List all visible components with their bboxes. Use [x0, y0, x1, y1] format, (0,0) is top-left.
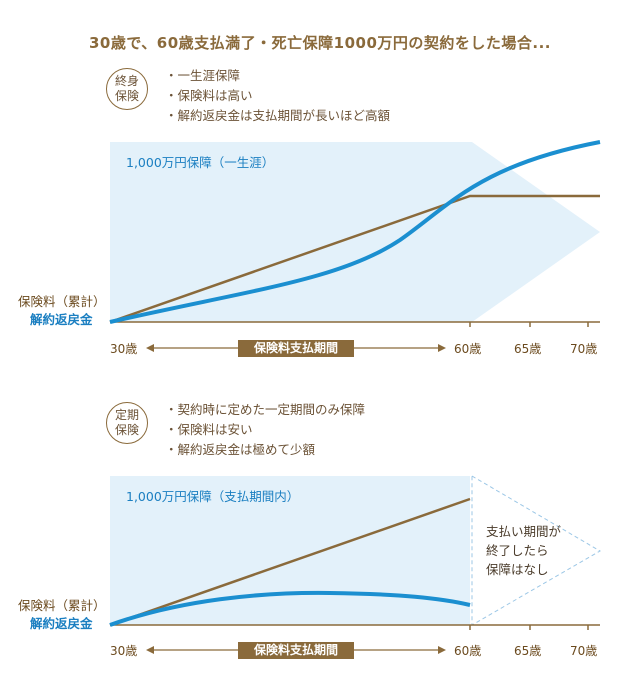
tick-label: 60歳: [454, 342, 482, 356]
coverage-label: 1,000万円保障（支払期間内）: [126, 489, 300, 504]
arrow-head-left: [146, 344, 154, 352]
page-title: 30歳で、60歳支払満了・死亡保障1000万円の契約をした場合...: [89, 34, 551, 52]
coverage-label: 1,000万円保障（一生涯）: [126, 155, 275, 170]
term-badge: 定期 保険: [106, 402, 148, 444]
premium-line: [109, 194, 600, 324]
tick-label: 70歳: [570, 342, 598, 356]
bullet-item: 解約返戻金は支払期間が長いほど高額: [165, 106, 391, 126]
period-band: 保険料支払期間: [238, 340, 354, 357]
premium-label: 保険料（累計）: [18, 598, 106, 613]
coverage-area: [110, 476, 470, 625]
surrender-label: 解約返戻金: [30, 616, 93, 631]
bullet-item: 保険料は安い: [165, 420, 365, 440]
bullet-item: 保険料は高い: [165, 86, 390, 106]
badge-line: 保険: [114, 89, 139, 103]
whole-life-bullets: 一生涯保障 保険料は高い 解約返戻金は支払期間が長いほど高額: [165, 66, 391, 126]
surrender-label: 解約返戻金: [30, 312, 93, 327]
bullet-item: 契約時に定めた一定期間のみ保障: [165, 400, 366, 420]
surrender-curve: [109, 590, 471, 627]
badge-line: 終身: [114, 74, 139, 88]
badge-line: 保険: [114, 423, 139, 437]
after-note-line: 終了したら: [486, 543, 549, 558]
after-note-line: 支払い期間が: [486, 524, 562, 539]
premium-line: [109, 497, 471, 627]
arrow-head-right: [438, 646, 446, 654]
coverage-area: [110, 142, 600, 322]
tick-label: 65歳: [514, 644, 542, 658]
tick-label: 30歳: [110, 644, 138, 658]
term-bullets: 契約時に定めた一定期間のみ保障 保険料は安い 解約返戻金は極めて少額: [165, 400, 366, 460]
premium-label: 保険料（累計）: [18, 294, 106, 309]
badge-line: 定期: [114, 408, 139, 422]
tick-label: 60歳: [454, 644, 482, 658]
surrender-curve: [109, 140, 601, 324]
bullet-item: 解約返戻金は極めて少額: [165, 440, 365, 460]
tick-label: 70歳: [570, 644, 598, 658]
whole-life-badge: 終身 保険: [106, 68, 148, 110]
tick-label: 65歳: [514, 342, 542, 356]
period-band: 保険料支払期間: [238, 642, 354, 659]
arrow-head-right: [438, 344, 446, 352]
arrow-head-left: [146, 646, 154, 654]
after-note-line: 保障はなし: [486, 562, 549, 577]
after-note: 支払い期間が 終了したら 保障はなし: [486, 522, 561, 579]
tick-label: 30歳: [110, 342, 138, 356]
bullet-item: 一生涯保障: [165, 66, 390, 86]
